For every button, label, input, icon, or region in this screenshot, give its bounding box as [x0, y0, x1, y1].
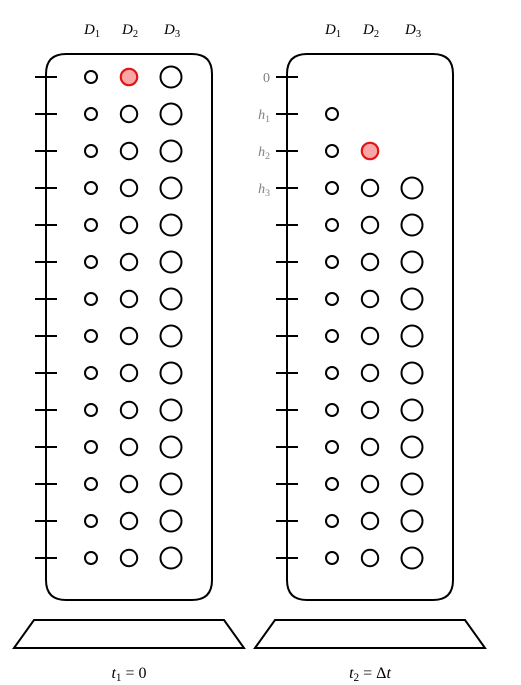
bubble-highlight — [362, 143, 378, 159]
bubble-highlight — [121, 69, 137, 85]
diagram-svg: D1D2D3t1 = 0D1D2D30h1h2h3t2 = Δt — [0, 0, 521, 685]
tick-label: 0 — [263, 71, 270, 86]
